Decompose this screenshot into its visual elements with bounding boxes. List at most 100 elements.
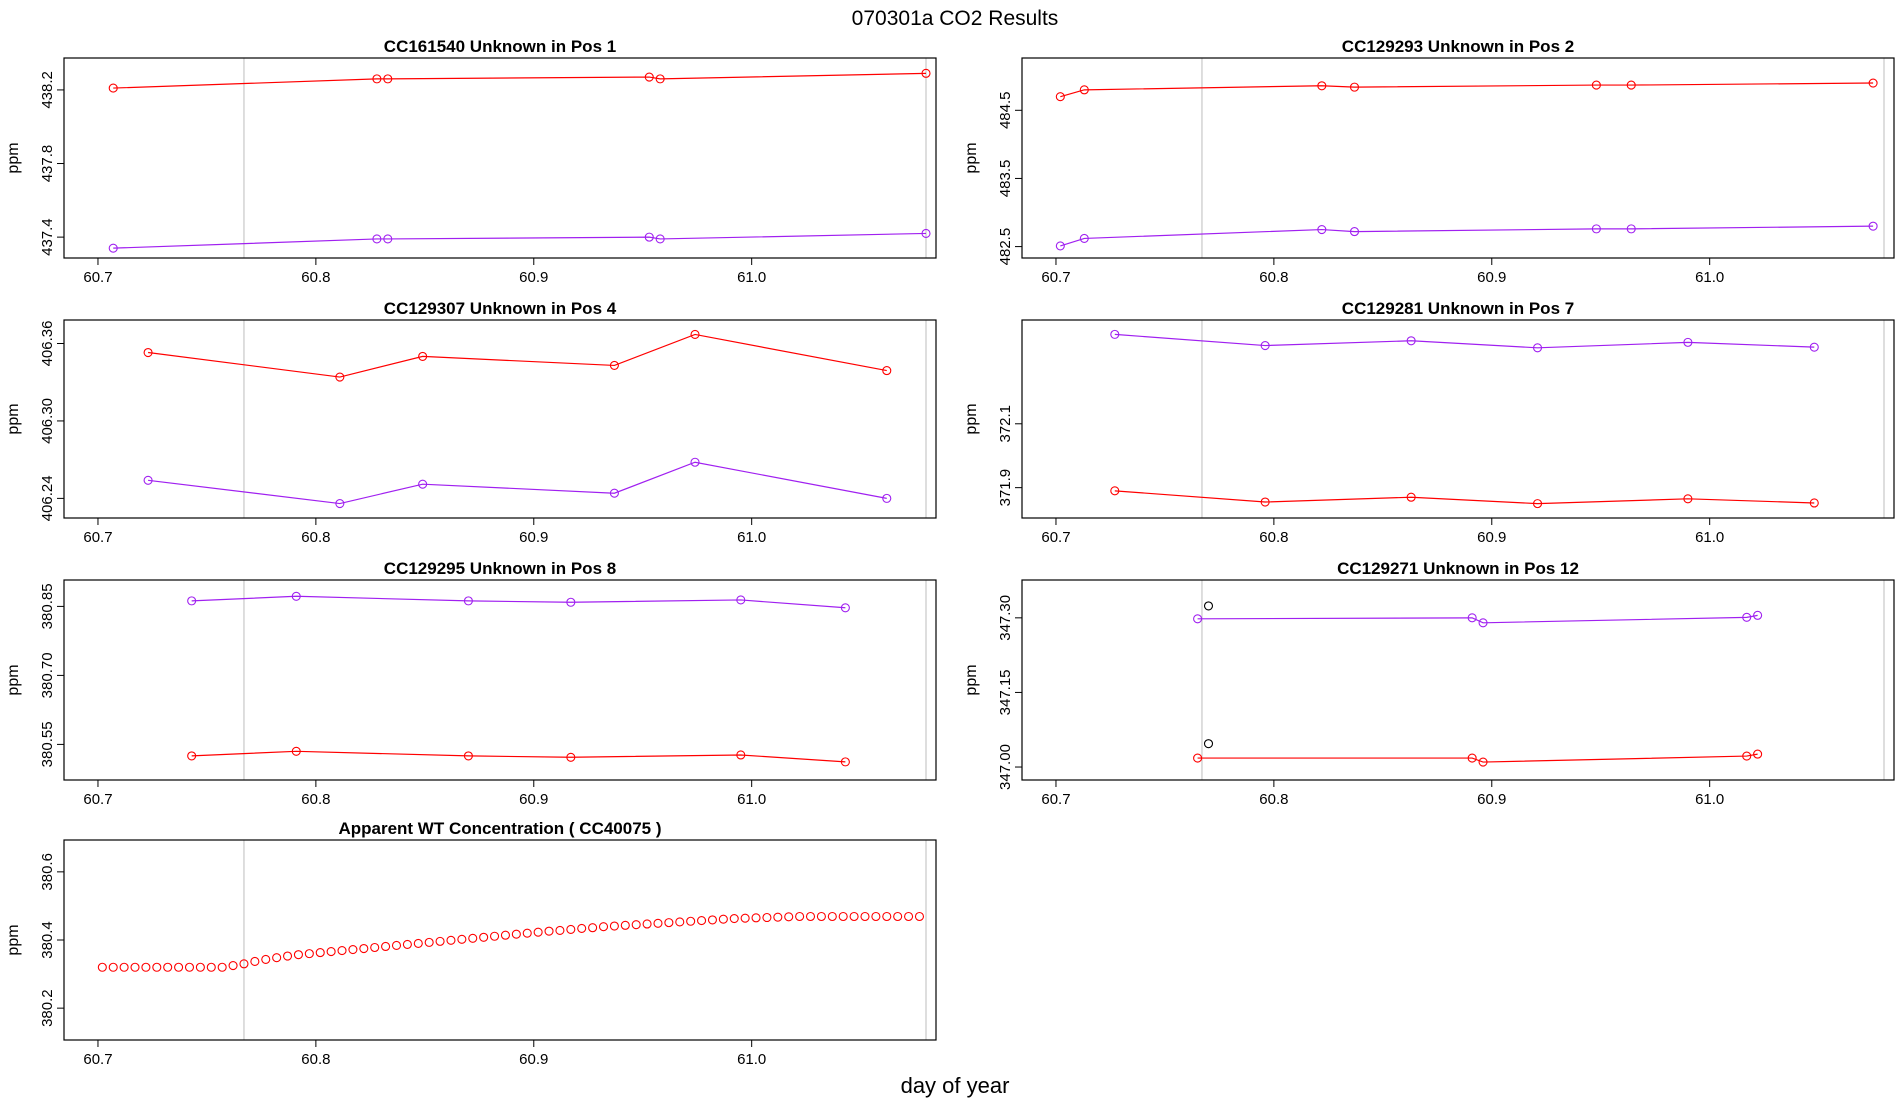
y-tick-label: 380.4 [39,921,56,959]
data-point [1809,498,1819,508]
data-point [372,234,382,244]
y-tick-label: 347.00 [997,744,1014,790]
x-tick-label: 60.8 [1259,269,1288,286]
series-line [1060,225,1874,247]
plot-frame [1021,57,1895,259]
data-point [1317,81,1327,91]
x-tick-label: 60.9 [1477,269,1506,286]
data-point [335,498,345,509]
x-tick-label: 61.0 [737,529,766,546]
series-red [143,329,892,382]
plot-frame [63,319,937,519]
data-point [1478,618,1488,628]
data-point [1868,221,1878,231]
x-tick-label: 60.7 [1041,269,1070,286]
data-point [1742,612,1752,622]
data-point [533,927,543,937]
data-point [291,746,301,756]
data-point [740,913,750,923]
chart-panel-6: CC129271 Unknown in Pos 12 ppm 60.7 60.8 60.… [963,559,1895,808]
data-point [664,918,674,928]
data-point [1809,342,1819,352]
chart-panel-7: Apparent WT Concentration ( CC40075 ) ppm… [5,819,937,1068]
data-point [1203,739,1214,749]
data-point [217,962,227,972]
data-point [143,475,153,485]
x-tick-label: 60.7 [1041,791,1070,808]
x-tick-label: 60.9 [1477,791,1506,808]
plot-frame [63,579,937,781]
data-point [250,956,260,967]
panel-title: Apparent WT Concentration ( CC40075 ) [338,819,661,838]
x-tick-label: 60.8 [301,529,330,546]
data-point [1349,227,1360,237]
data-point [1532,499,1543,509]
data-point [381,941,391,952]
data-point [391,940,402,951]
data-point [348,944,358,955]
data-point [1260,341,1270,351]
data-point [816,911,826,922]
y-tick-label: 380.70 [39,652,56,698]
series-red [1110,486,1819,509]
data-point [653,918,663,928]
data-point [463,596,473,606]
data-point [882,911,892,922]
x-tick-label: 61.0 [737,1051,766,1068]
data-point [490,931,500,941]
data-point [631,920,641,930]
data-point [1467,613,1477,623]
y-tick-label: 483.5 [997,160,1014,198]
x-tick-label: 60.7 [83,1051,112,1068]
data-point [152,962,162,972]
data-point [840,603,850,613]
series-red [1055,78,1878,102]
series-red [108,68,931,93]
data-point [418,479,428,489]
data-point [644,72,654,82]
data-point [707,915,718,925]
data-point [282,951,293,961]
series-black [1203,601,1214,749]
data-point [827,911,837,922]
y-tick-label: 371.9 [997,469,1014,507]
panel-title: CC129293 Unknown in Pos 2 [1342,37,1574,56]
x-tick-label: 60.7 [83,529,112,546]
series-red [1193,749,1763,767]
series-purple [108,228,931,253]
y-tick-label: 380.55 [39,721,56,767]
y-tick-label: 406.30 [39,398,56,444]
series-line [1114,333,1815,349]
series-red [97,911,925,972]
data-point [609,921,619,931]
data-point [163,962,173,972]
data-point [1868,78,1878,88]
y-tick-label: 380.2 [39,989,56,1027]
data-point [577,923,587,933]
data-point [655,234,665,244]
data-point [736,750,746,760]
data-point [566,924,576,934]
y-tick-label: 484.5 [997,92,1014,130]
data-point [544,926,554,936]
data-point [1317,225,1327,235]
data-point [446,935,456,945]
data-point [882,493,892,503]
data-point [119,962,129,972]
data-point [609,360,619,370]
data-point [1591,224,1601,234]
data-point [108,962,118,972]
data-point [718,914,728,924]
data-point [1626,80,1636,90]
panel-title: CC129271 Unknown in Pos 12 [1337,559,1579,578]
data-point [228,961,238,971]
y-tick-label: 406.24 [39,475,56,521]
data-point [1193,614,1203,624]
x-tick-label: 60.8 [1259,529,1288,546]
data-point [468,933,478,943]
data-point [762,912,772,923]
data-point [174,962,184,972]
data-point [108,243,118,253]
x-tick-label: 60.9 [1477,529,1506,546]
